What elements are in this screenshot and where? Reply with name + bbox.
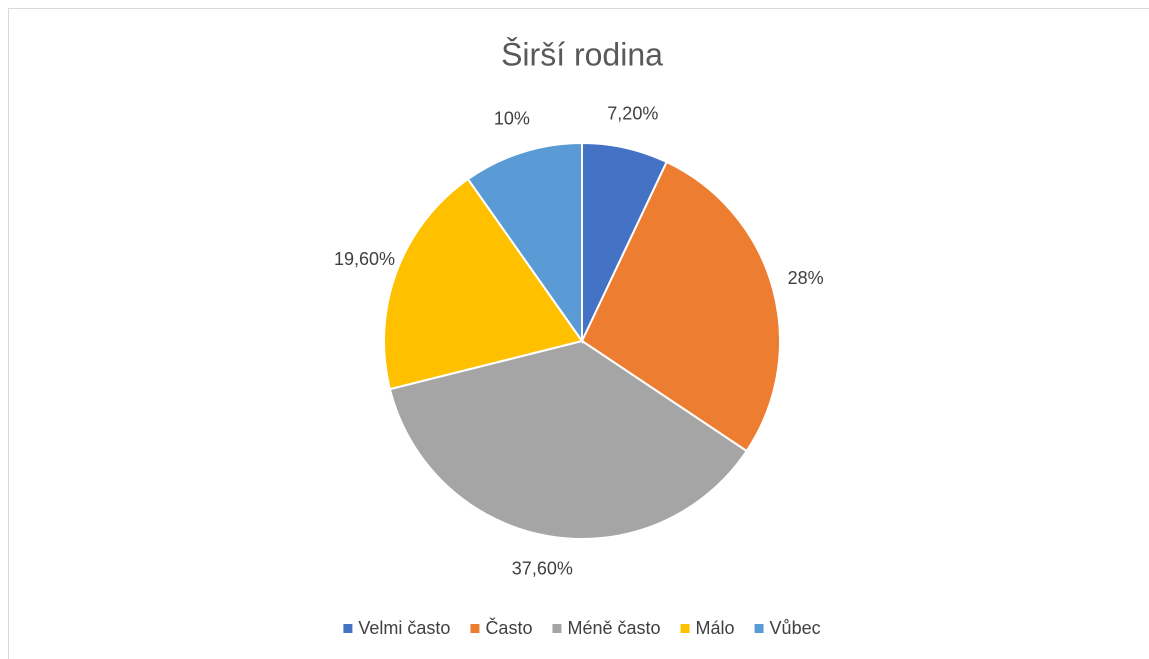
legend-swatch xyxy=(343,624,353,633)
pie-slice xyxy=(466,141,583,345)
data-label: 7,20% xyxy=(607,103,658,123)
chart-title: Širší rodina xyxy=(501,36,663,72)
pie-slice xyxy=(580,160,781,453)
pie-slice xyxy=(388,339,749,540)
legend-label: Často xyxy=(485,617,532,638)
data-label: 19,60% xyxy=(334,249,395,269)
legend-label: Méně často xyxy=(567,618,660,638)
legend-label: Vůbec xyxy=(770,618,821,638)
legend-label: Velmi často xyxy=(358,618,450,638)
legend-swatch xyxy=(470,624,480,633)
data-label: 37,60% xyxy=(512,558,573,578)
pie-slice xyxy=(383,177,584,391)
legend-swatch xyxy=(754,624,764,633)
legend-swatch xyxy=(552,624,562,633)
data-label: 28% xyxy=(788,268,824,288)
legend-label: Málo xyxy=(696,618,735,638)
legend-swatch xyxy=(680,624,690,633)
data-label: 10% xyxy=(494,109,530,129)
